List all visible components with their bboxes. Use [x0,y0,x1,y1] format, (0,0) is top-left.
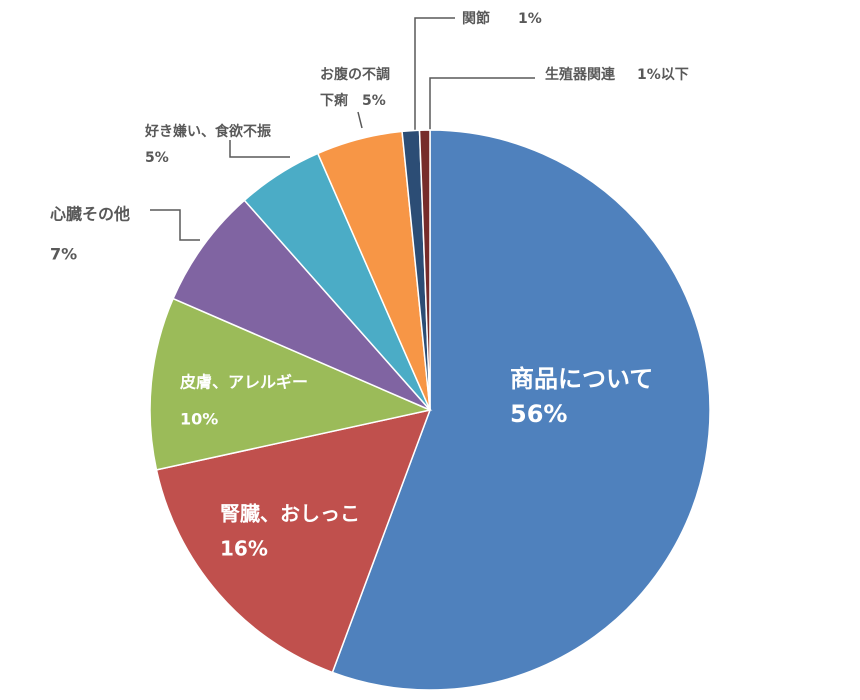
slice-label: 関節 [462,10,490,27]
slice-label: 商品について [510,365,653,393]
value-label: 16% [220,537,268,561]
slice-label: 生殖器関連 [545,66,616,83]
slice-label: 好き嫌い、食欲不振 [144,123,271,140]
value-label: 5% [362,93,386,109]
pie-slice [418,129,431,411]
pie-slice [172,199,431,411]
leader-line [414,17,455,134]
value-label: 10% [180,410,218,429]
slice-label: 皮膚、アレルギー [179,373,308,392]
slice-label: お腹の不調下痢 [320,66,390,109]
value-label: 5% [145,150,169,166]
slice-label: 腎臓、おしっこ [220,502,360,526]
pie-slice [331,129,711,691]
value-label: 1% [518,11,542,27]
leader-line [357,111,363,129]
leader-line [429,77,535,130]
pie-slice [155,408,432,674]
leader-line [229,140,290,158]
value-label: 56% [510,400,567,428]
value-label: 7% [50,245,77,264]
leader-line [150,209,200,241]
slice-label: 心臓その他 [50,205,130,224]
pie-slice [149,297,433,471]
value-label: 1%以下 [637,67,689,83]
